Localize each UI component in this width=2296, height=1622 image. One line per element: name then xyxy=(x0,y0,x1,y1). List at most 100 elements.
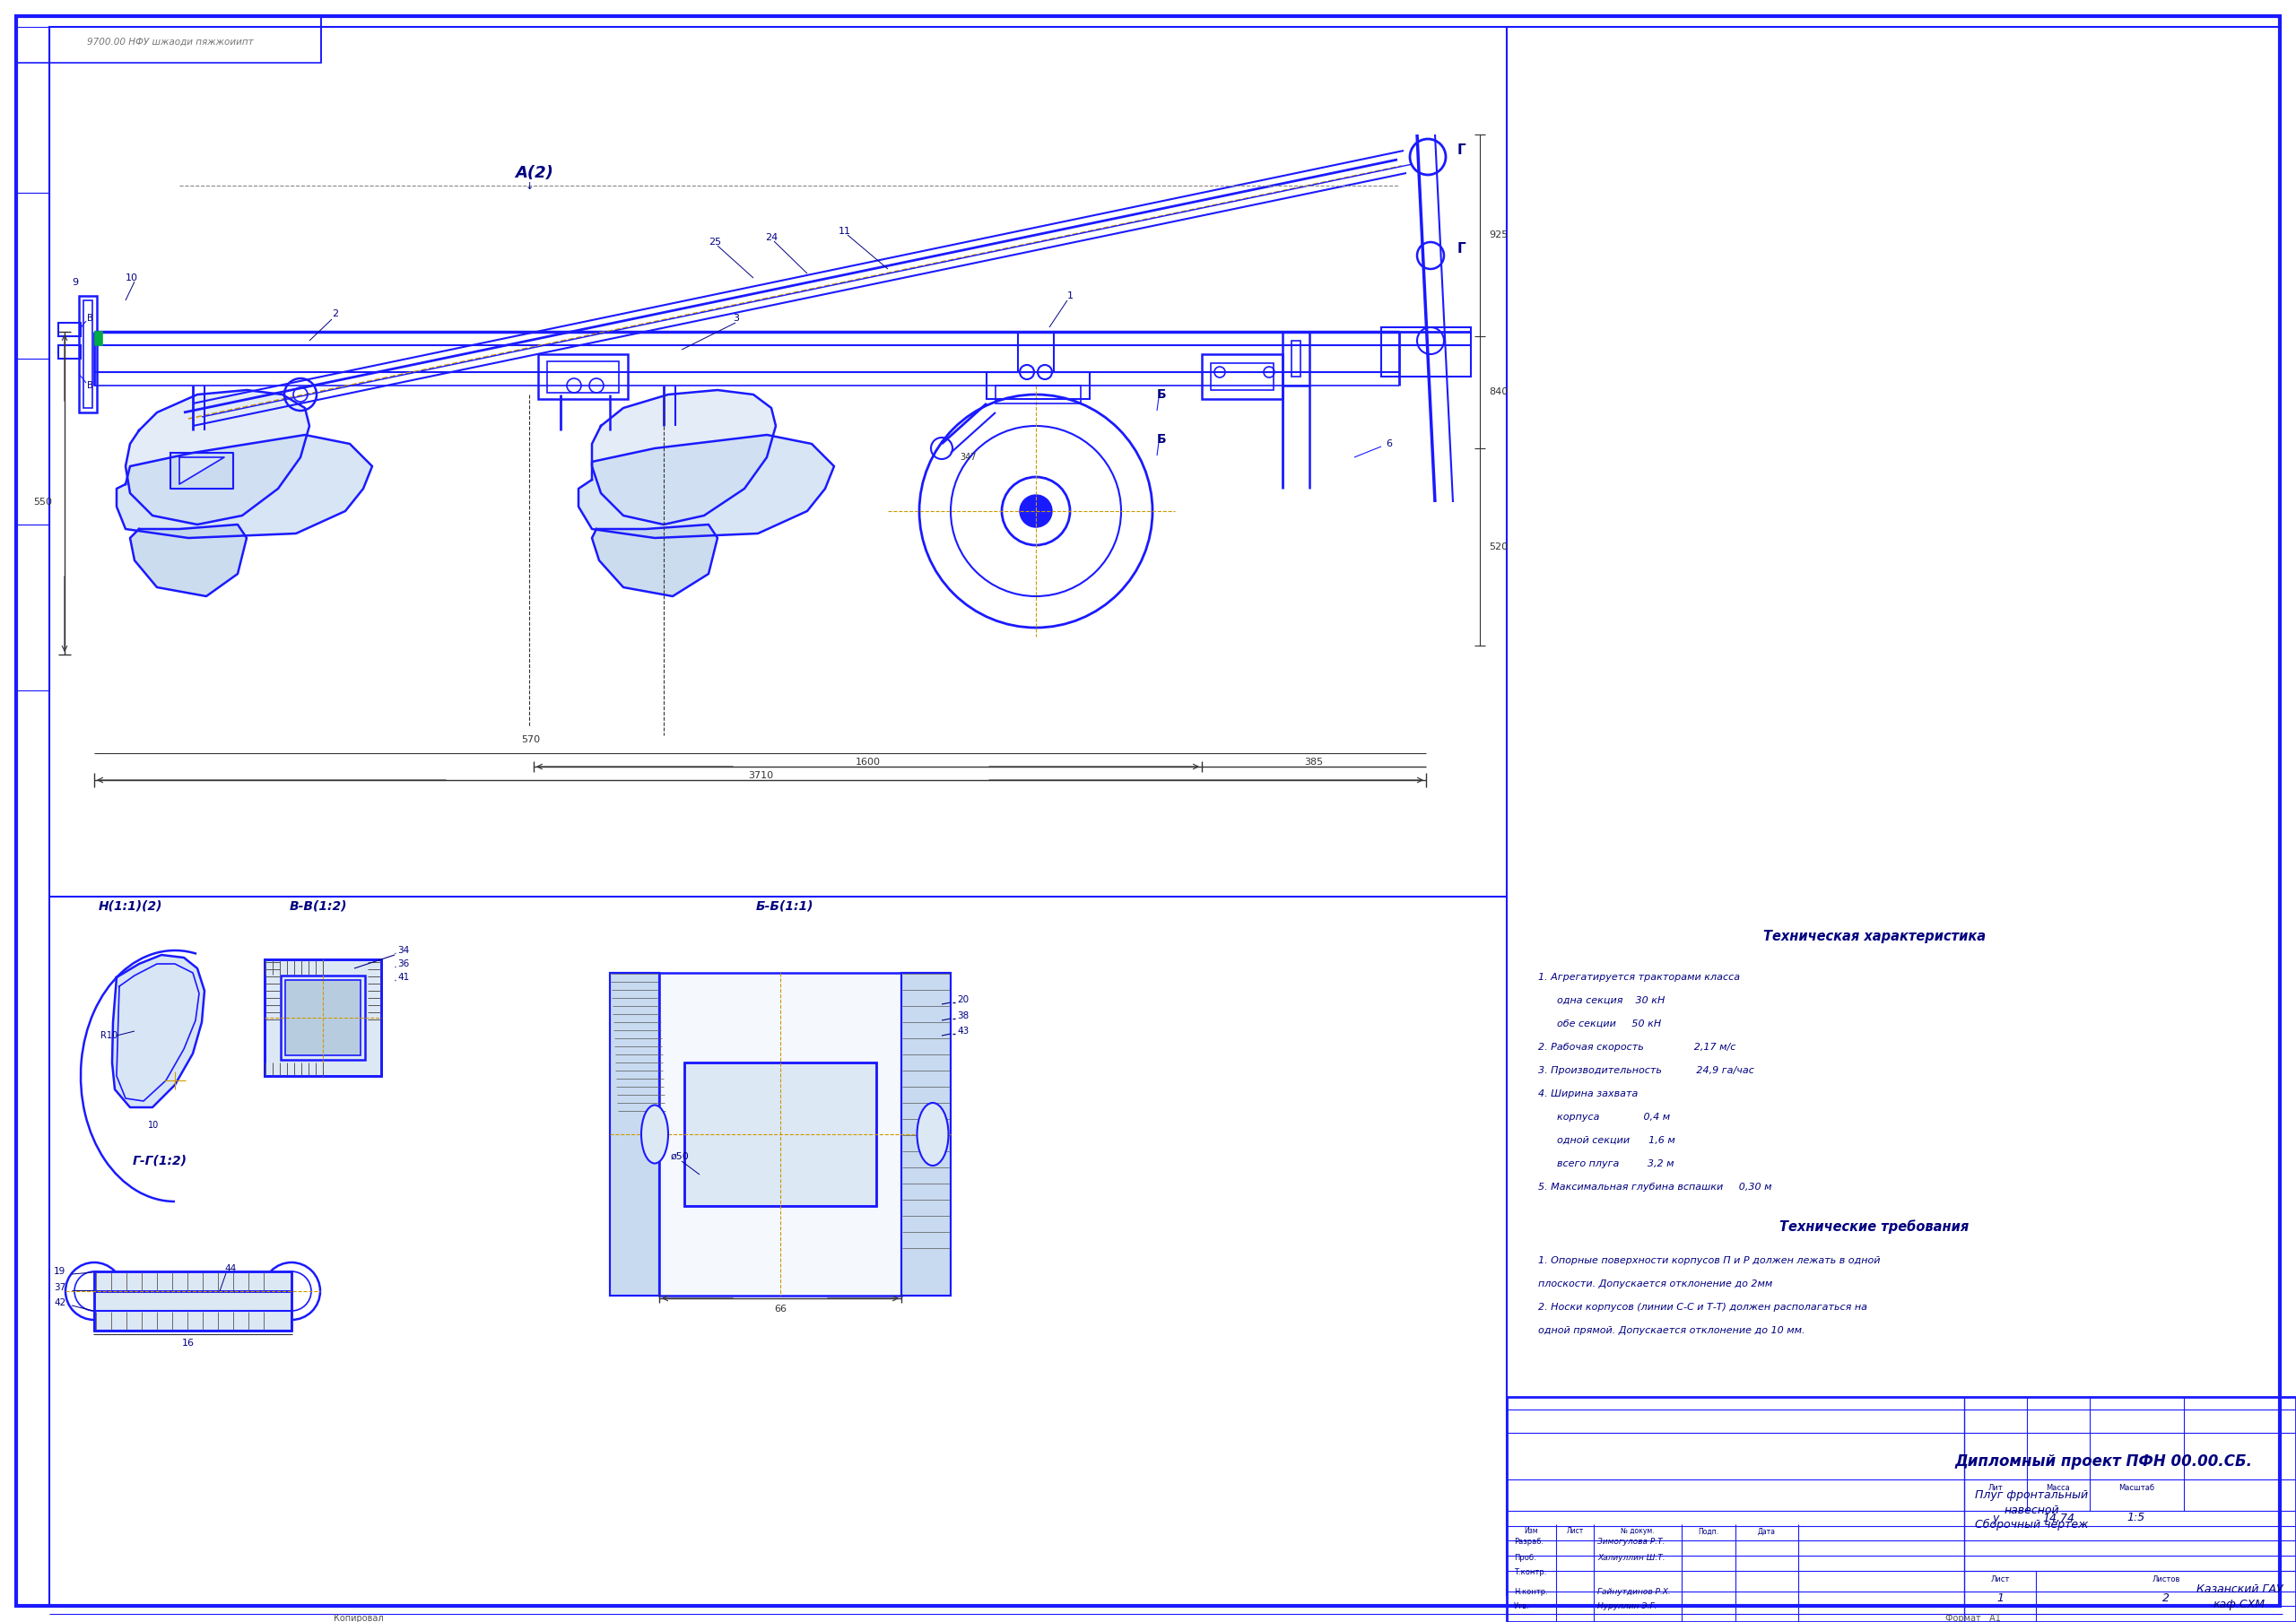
Text: 2: 2 xyxy=(2163,1593,2170,1604)
Bar xyxy=(611,973,951,1296)
Bar xyxy=(16,193,48,358)
Polygon shape xyxy=(592,524,716,597)
Text: 66: 66 xyxy=(774,1304,788,1314)
Text: Н(1:1)(2): Н(1:1)(2) xyxy=(99,899,163,912)
Bar xyxy=(546,362,620,393)
Text: 9: 9 xyxy=(71,277,78,287)
Bar xyxy=(902,973,951,1296)
Text: 550: 550 xyxy=(34,498,53,506)
Text: Подп.: Подп. xyxy=(1699,1528,1720,1536)
Text: 42: 42 xyxy=(53,1298,67,1307)
Text: Масштаб: Масштаб xyxy=(2119,1484,2154,1492)
Bar xyxy=(94,1291,292,1330)
Text: Б-Б(1:1): Б-Б(1:1) xyxy=(755,899,813,912)
Text: 1. Опорные поверхности корпусов П и Р должен лежать в одной: 1. Опорные поверхности корпусов П и Р до… xyxy=(1538,1255,1880,1265)
Bar xyxy=(94,1272,292,1291)
Text: В: В xyxy=(87,313,92,323)
Text: 1600: 1600 xyxy=(856,757,882,767)
Text: Техническая характеристика: Техническая характеристика xyxy=(1763,931,1986,944)
Text: Сборочный чертеж: Сборочный чертеж xyxy=(1975,1518,2087,1530)
Text: 38: 38 xyxy=(957,1012,969,1020)
Text: 3. Производительность           24,9 га/час: 3. Производительность 24,9 га/час xyxy=(1538,1066,1754,1075)
Text: А(2): А(2) xyxy=(514,165,553,182)
Text: Халиуллин Ш.Т.: Халиуллин Ш.Т. xyxy=(1598,1554,1665,1562)
Bar xyxy=(16,28,48,193)
Text: 25: 25 xyxy=(709,237,721,247)
Bar xyxy=(57,323,80,336)
Text: Б: Б xyxy=(1157,433,1166,446)
Bar xyxy=(94,1272,292,1291)
Text: 1. Агрегатируется тракторами класса: 1. Агрегатируется тракторами класса xyxy=(1538,973,1740,981)
Bar xyxy=(16,358,48,524)
Text: 36: 36 xyxy=(397,959,409,968)
Bar xyxy=(94,1291,292,1330)
Text: 1:5: 1:5 xyxy=(2128,1512,2144,1523)
Text: Зимогулова Р.Т.: Зимогулова Р.Т. xyxy=(1598,1538,1665,1546)
Ellipse shape xyxy=(641,1105,668,1163)
Polygon shape xyxy=(117,435,372,539)
Text: 34: 34 xyxy=(397,946,409,955)
Text: Казанский ГАУ: Казанский ГАУ xyxy=(2197,1583,2282,1594)
Text: Дата: Дата xyxy=(1759,1528,1775,1536)
Bar xyxy=(57,345,80,358)
Text: 9700.00 НФУ шжаоди пяжжоиипт: 9700.00 НФУ шжаоди пяжжоиипт xyxy=(87,37,253,47)
Bar xyxy=(16,16,321,63)
Text: Г-Г(1:2): Г-Г(1:2) xyxy=(133,1155,186,1168)
Text: всего плуга         3,2 м: всего плуга 3,2 м xyxy=(1538,1160,1674,1168)
Text: 520: 520 xyxy=(1488,542,1508,551)
Text: 6: 6 xyxy=(1387,440,1391,448)
Text: одной секции      1,6 м: одной секции 1,6 м xyxy=(1538,1135,1676,1145)
Text: 10: 10 xyxy=(126,274,138,282)
Text: 16: 16 xyxy=(181,1338,195,1348)
Text: обе секции     50 кН: обе секции 50 кН xyxy=(1538,1020,1662,1028)
Bar xyxy=(94,333,103,345)
Text: 385: 385 xyxy=(1304,757,1322,767)
Text: № докум.: № докум. xyxy=(1621,1528,1655,1536)
Bar xyxy=(1506,1397,2296,1622)
Ellipse shape xyxy=(916,1103,948,1166)
Text: 2: 2 xyxy=(333,310,338,318)
Text: Лист: Лист xyxy=(1991,1577,2009,1585)
Text: Технические требования: Технические требования xyxy=(1779,1220,1970,1234)
Text: Б: Б xyxy=(1157,388,1166,401)
Text: 41: 41 xyxy=(397,973,409,981)
Text: В: В xyxy=(87,381,92,389)
Text: Плуг фронтальный: Плуг фронтальный xyxy=(1975,1489,2087,1502)
Bar xyxy=(996,386,1081,404)
Text: Лит: Лит xyxy=(1988,1484,2002,1492)
Text: 3710: 3710 xyxy=(748,770,774,780)
Text: Лист: Лист xyxy=(1566,1528,1584,1536)
Polygon shape xyxy=(126,389,310,524)
Bar xyxy=(1210,363,1274,389)
Bar xyxy=(537,354,627,399)
Text: 2. Носки корпусов (линии С-С и Т-Т) должен располагаться на: 2. Носки корпусов (линии С-С и Т-Т) долж… xyxy=(1538,1302,1867,1312)
Bar xyxy=(264,959,381,1075)
Circle shape xyxy=(1019,495,1052,527)
Text: Проб.: Проб. xyxy=(1513,1554,1536,1562)
Bar xyxy=(902,973,951,1296)
Bar xyxy=(94,1311,292,1330)
Text: 5. Максимальная глубина вспашки     0,30 м: 5. Максимальная глубина вспашки 0,30 м xyxy=(1538,1182,1773,1192)
Polygon shape xyxy=(131,524,246,597)
Text: R10: R10 xyxy=(101,1032,117,1040)
Polygon shape xyxy=(179,457,225,485)
Text: 19: 19 xyxy=(53,1267,67,1277)
Text: ↓: ↓ xyxy=(526,182,533,191)
Text: 2. Рабочая скорость                2,17 м/с: 2. Рабочая скорость 2,17 м/с xyxy=(1538,1043,1736,1051)
Text: одной прямой. Допускается отклонение до 10 мм.: одной прямой. Допускается отклонение до … xyxy=(1538,1327,1805,1335)
Text: Г: Г xyxy=(1458,243,1467,256)
Bar xyxy=(16,524,48,691)
Text: 43: 43 xyxy=(957,1027,969,1035)
Text: ø50: ø50 xyxy=(670,1152,689,1161)
Text: корпуса              0,4 м: корпуса 0,4 м xyxy=(1538,1113,1669,1122)
Bar xyxy=(1290,341,1300,376)
Text: Утв.: Утв. xyxy=(1513,1603,1529,1611)
Text: одна секция    30 кН: одна секция 30 кН xyxy=(1538,996,1665,1006)
Text: 24: 24 xyxy=(765,234,778,242)
Bar xyxy=(83,300,92,409)
Text: 570: 570 xyxy=(521,735,540,744)
Bar xyxy=(611,973,659,1296)
Text: Нуруллин Э.Г.: Нуруллин Э.Г. xyxy=(1598,1603,1658,1611)
Text: навесной: навесной xyxy=(2004,1504,2060,1515)
Bar xyxy=(684,1062,877,1207)
